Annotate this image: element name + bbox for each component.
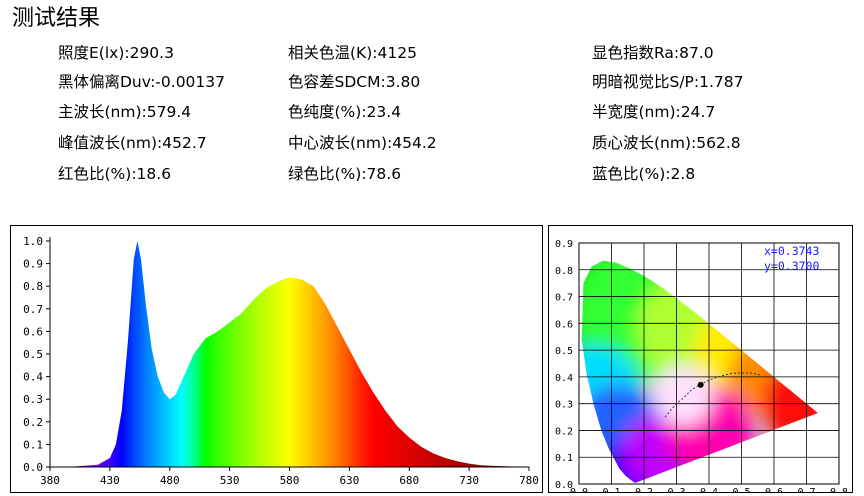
- cie-x-tick-label: 0.0: [570, 487, 588, 492]
- spectrum-y-tick-label: 0.3: [23, 393, 43, 406]
- cct-value: 相关色温(K):4125: [288, 44, 417, 62]
- cie-x-tick-label: 0.3: [667, 487, 685, 492]
- cie-plot-frame: [578, 242, 840, 485]
- spectrum-chart-panel: 0.0 0.1 0.2 0.3 0.4 0.5 0.6 0.7 0.8 0.9 1.0 380 430 4…: [10, 225, 543, 493]
- cie-y-coordinate-label: y=0.3700: [764, 259, 819, 273]
- spectrum-y-tick-label: 0.5: [23, 348, 43, 361]
- spectrum-area: [50, 241, 529, 467]
- spectrum-x-tick-label: 780: [519, 474, 539, 487]
- green-ratio-value: 绿色比(%):78.6: [288, 165, 402, 183]
- spectrum-y-tick-label: 0.1: [23, 438, 43, 451]
- cie-y-tick-label: 0.8: [555, 266, 573, 277]
- cie-measured-point: [697, 381, 704, 388]
- fwhm-value: 半宽度(nm):24.7: [592, 103, 716, 121]
- purity-value: 色纯度(%):23.4: [288, 103, 402, 121]
- cri-value: 显色指数Ra:87.0: [592, 44, 714, 62]
- spectrum-x-tick-label: 530: [220, 474, 240, 487]
- spectrum-y-tick-label: 0.9: [23, 258, 43, 271]
- spectrum-y-tick-label: 0.2: [23, 416, 43, 429]
- cie-y-tick-label: 0.3: [555, 400, 573, 411]
- spectrum-x-tick-label: 680: [399, 474, 419, 487]
- spectrum-chart: 0.0 0.1 0.2 0.3 0.4 0.5 0.6 0.7 0.8 0.9 1.0 380 430 4…: [23, 235, 539, 487]
- spectrum-x-tick-label: 630: [339, 474, 359, 487]
- spectrum-y-tick-label: 0.4: [23, 371, 43, 384]
- spectrum-x-tick-label: 480: [160, 474, 180, 487]
- spectrum-y-tick-label: 0.0: [23, 461, 43, 474]
- cie-chromaticity-chart: 0.0 0.1 0.2 0.3 0.4 0.5 0.6 0.7 0.8 0.0 0.1 0.2 0.3 0…: [555, 239, 848, 496]
- cie-y-tick-label: 0.9: [555, 239, 573, 250]
- peak-wavelength-value: 峰值波长(nm):452.7: [58, 134, 207, 152]
- cie-x-coordinate-label: x=0.3743: [764, 244, 819, 258]
- sdcm-value: 色容差SDCM:3.80: [288, 73, 421, 91]
- cie-y-tick-label: 0.5: [555, 346, 573, 357]
- cie-chart-panel: 0.0 0.1 0.2 0.3 0.4 0.5 0.6 0.7 0.8 0.0 0.1 0.2 0.3 0…: [548, 225, 853, 496]
- sp-ratio-value: 明暗视觉比S/P:1.787: [592, 73, 744, 91]
- red-ratio-value: 红色比(%):18.6: [58, 165, 172, 183]
- spectrum-x-tick-label: 730: [459, 474, 479, 487]
- dominant-wavelength-value: 主波长(nm):579.4: [58, 103, 192, 121]
- spectrum-y-tick-label: 0.6: [23, 325, 43, 338]
- page-title: 测试结果: [12, 6, 101, 31]
- cie-y-tick-label: 0.6: [555, 319, 573, 330]
- cie-x-tick-label: 0.8: [830, 487, 848, 492]
- cie-y-tick-label: 0.4: [555, 373, 573, 384]
- cie-x-tick-label: 0.4: [700, 487, 718, 492]
- duv-value: 黑体偏离Duv:-0.00137: [58, 73, 225, 91]
- cie-x-tick-label: 0.2: [635, 487, 653, 492]
- spectrum-x-tick-label: 380: [40, 474, 60, 487]
- illuminance-value: 照度E(lx):290.3: [58, 44, 174, 62]
- cie-y-tick-label: 0.2: [555, 426, 573, 437]
- cie-y-tick-label: 0.0: [555, 480, 573, 491]
- spectrum-x-tick-label: 430: [100, 474, 120, 487]
- spectrum-y-tick-label: 1.0: [23, 235, 43, 248]
- cie-x-tick-label: 0.1: [602, 487, 620, 492]
- centroid-wavelength-value: 质心波长(nm):562.8: [592, 134, 741, 152]
- cie-planckian-locus: [664, 372, 762, 418]
- cie-x-tick-label: 0.6: [765, 487, 783, 492]
- blue-ratio-value: 蓝色比(%):2.8: [592, 165, 696, 183]
- cie-x-tick-label: 0.7: [797, 487, 815, 492]
- cie-y-tick-label: 0.7: [555, 293, 573, 304]
- spectrum-x-tick-label: 580: [280, 474, 300, 487]
- spectrum-y-tick-label: 0.8: [23, 280, 43, 293]
- spectrum-y-tick-label: 0.7: [23, 303, 43, 316]
- cie-y-tick-label: 0.1: [555, 453, 573, 464]
- cie-x-tick-label: 0.5: [732, 487, 750, 492]
- center-wavelength-value: 中心波长(nm):454.2: [288, 134, 437, 152]
